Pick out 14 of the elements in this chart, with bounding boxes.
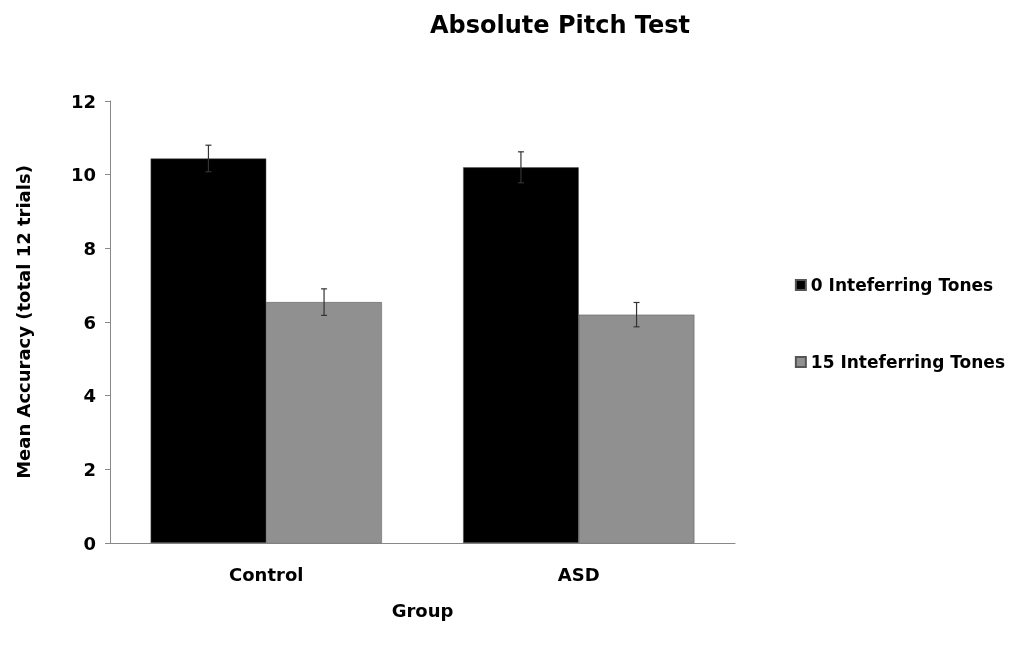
y-axis-title: Mean Accuracy (total 12 trials) xyxy=(12,165,34,479)
y-tick-label: 10 xyxy=(70,164,96,186)
y-tick-label: 6 xyxy=(83,311,96,333)
x-axis-title: Group xyxy=(391,599,454,621)
x-tick-label: ASD xyxy=(557,563,600,585)
y-tick-label: 0 xyxy=(83,532,96,554)
x-tick-label: Control xyxy=(229,563,304,585)
y-tick-label: 8 xyxy=(83,237,96,259)
y-tick-label: 4 xyxy=(83,385,96,407)
y-tick-label: 2 xyxy=(83,458,96,480)
chart-title: Absolute Pitch Test xyxy=(429,11,691,39)
y-tick-label: 12 xyxy=(70,90,96,112)
legend-label: 15 Inteferring Tones xyxy=(810,352,1005,372)
legend-label: 0 Inteferring Tones xyxy=(810,275,994,295)
